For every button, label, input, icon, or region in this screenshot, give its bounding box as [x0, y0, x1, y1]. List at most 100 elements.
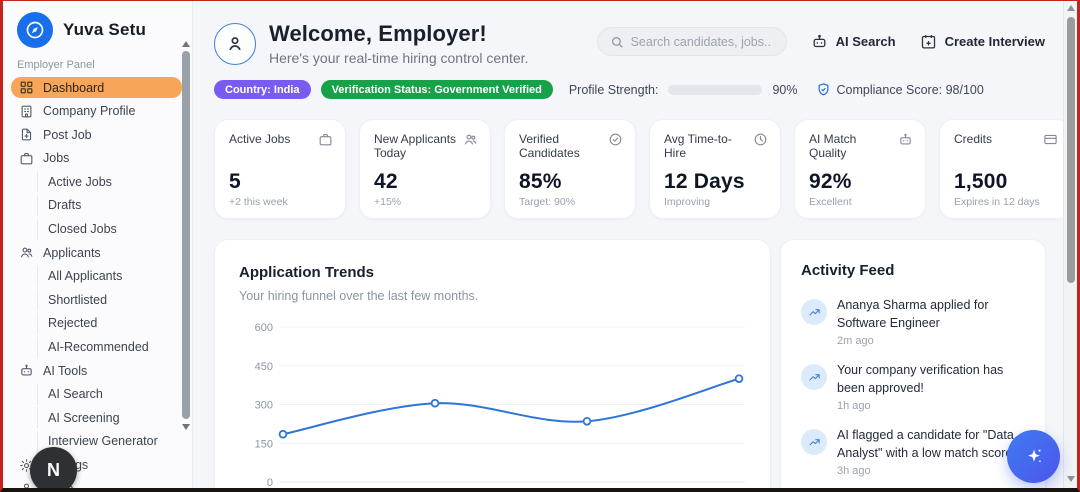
- page-subtitle: Here's your real-time hiring control cen…: [269, 50, 529, 66]
- status-row: Country: India Verification Status: Gove…: [214, 80, 984, 99]
- stat-card[interactable]: Avg Time-to-Hire 12 Days Improving: [649, 119, 781, 219]
- chart-subtitle: Your hiring funnel over the last few mon…: [239, 289, 479, 303]
- brand[interactable]: Yuva Setu: [3, 1, 192, 49]
- sidebar-item-label: Jobs: [43, 151, 70, 166]
- sidebar-item-label: AI Search: [48, 387, 103, 402]
- activity-feed-list: Ananya Sharma applied for Software Engin…: [801, 297, 1025, 488]
- sidebar-item-label: Active Jobs: [48, 174, 112, 189]
- svg-text:300: 300: [255, 400, 273, 412]
- search-icon: [610, 35, 624, 49]
- ai-search-label: AI Search: [835, 34, 896, 49]
- sidebar-item-label: Closed Jobs: [48, 222, 117, 237]
- floating-n-widget[interactable]: N: [30, 447, 77, 488]
- grid-icon: [19, 80, 34, 95]
- sidebar-item-label: All Applicants: [48, 269, 123, 284]
- panel-label: Employer Panel: [17, 59, 95, 71]
- sidebar-item-label: Interview Generator: [48, 434, 158, 449]
- robot-icon: [811, 33, 828, 50]
- sidebar-scroll-thumb[interactable]: [182, 51, 190, 419]
- activity-item[interactable]: AI flagged a candidate for "Data Analyst…: [801, 427, 1025, 477]
- trending-up-icon: [801, 429, 827, 455]
- sparkles-icon: [1023, 446, 1045, 468]
- sidebar-item-ai-tools[interactable]: AI Tools: [11, 360, 182, 381]
- sidebar-item-label: Rejected: [48, 316, 98, 331]
- sidebar-scrollbar[interactable]: [182, 41, 190, 484]
- avatar: [214, 23, 256, 65]
- stat-card[interactable]: Active Jobs 5 +2 this week: [214, 119, 346, 219]
- sidebar-item-label: Shortlisted: [48, 292, 108, 307]
- sidebar-item-ai-search[interactable]: AI Search: [37, 383, 182, 405]
- stat-value: 42: [374, 170, 398, 193]
- page-scroll-thumb[interactable]: [1067, 17, 1075, 283]
- sidebar-item-label: Applicants: [43, 245, 101, 260]
- stat-subtext: Expires in 12 days: [954, 196, 1040, 208]
- app-title: Yuva Setu: [63, 20, 147, 39]
- sidebar-item-company-profile[interactable]: Company Profile: [11, 101, 182, 122]
- line-chart: 600 450 300 150 0: [239, 317, 746, 489]
- scroll-up-icon[interactable]: [182, 41, 190, 47]
- building-icon: [19, 104, 34, 119]
- chart-title: Application Trends: [239, 264, 375, 281]
- sidebar-item-all-applicants[interactable]: All Applicants: [37, 265, 182, 287]
- check-circle-icon: [608, 132, 623, 161]
- sidebar-item-label: AI Tools: [43, 363, 88, 378]
- sidebar-item-ai-screening[interactable]: AI Screening: [37, 407, 182, 429]
- sidebar-item-post-job[interactable]: Post Job: [11, 124, 182, 145]
- profile-strength-label: Profile Strength:: [568, 82, 659, 97]
- calendar-plus-icon: [920, 33, 937, 50]
- sidebar-item-label: AI Screening: [48, 410, 120, 425]
- sidebar-item-active-jobs[interactable]: Active Jobs: [37, 171, 182, 193]
- robot-icon: [19, 363, 34, 378]
- stat-value: 85%: [519, 170, 562, 193]
- create-interview-label: Create Interview: [944, 34, 1045, 49]
- activity-text: Your company verification has been appro…: [837, 363, 1004, 395]
- page-scrollbar[interactable]: [1063, 1, 1077, 488]
- svg-text:150: 150: [255, 438, 273, 450]
- sidebar-item-interview-generator[interactable]: Interview Generator: [37, 430, 182, 452]
- users-icon: [19, 245, 34, 260]
- country-badge: Country: India: [214, 80, 311, 99]
- stat-card[interactable]: Credits 1,500 Expires in 12 days: [939, 119, 1071, 219]
- shield-check-icon: [816, 82, 831, 97]
- sidebar-item-ai-recommended[interactable]: AI-Recommended: [37, 336, 182, 358]
- verification-badge: Verification Status: Government Verified: [320, 80, 553, 99]
- topbar: Welcome, Employer! Here's your real-time…: [214, 21, 1045, 71]
- scroll-down-icon[interactable]: [182, 424, 190, 430]
- main-content: Welcome, Employer! Here's your real-time…: [193, 1, 1071, 489]
- sidebar-item-closed-jobs[interactable]: Closed Jobs: [37, 218, 182, 240]
- search-input[interactable]: [630, 34, 771, 49]
- stat-subtext: Target: 90%: [519, 196, 576, 208]
- sidebar-item-jobs[interactable]: Jobs: [11, 148, 182, 169]
- svg-text:0: 0: [267, 477, 273, 489]
- stat-card[interactable]: AI Match Quality 92% Excellent: [794, 119, 926, 219]
- create-interview-button[interactable]: Create Interview: [920, 33, 1045, 50]
- activity-feed-title: Activity Feed: [801, 262, 895, 279]
- scroll-up-icon[interactable]: [1066, 5, 1075, 11]
- stat-title: Active Jobs: [229, 132, 291, 146]
- stat-value: 1,500: [954, 170, 1008, 193]
- scroll-down-icon[interactable]: [1067, 476, 1075, 482]
- stat-subtext: +15%: [374, 196, 402, 208]
- stat-title: Verified Candidates: [519, 132, 580, 161]
- credit-card-icon: [1043, 132, 1058, 147]
- stat-card[interactable]: New Applicants Today 42 +15%: [359, 119, 491, 219]
- stat-card[interactable]: Verified Candidates 85% Target: 90%: [504, 119, 636, 219]
- activity-item[interactable]: Your company verification has been appro…: [801, 362, 1025, 412]
- search-box[interactable]: [596, 27, 787, 56]
- compass-icon: [17, 12, 53, 48]
- stat-value: 5: [229, 170, 241, 193]
- ai-search-button[interactable]: AI Search: [811, 33, 896, 50]
- sidebar-item-dashboard[interactable]: Dashboard: [11, 77, 182, 98]
- robot-icon: [898, 132, 913, 161]
- stat-title: Credits: [954, 132, 993, 146]
- activity-time: 2m ago: [837, 335, 874, 347]
- sidebar-item-applicants[interactable]: Applicants: [11, 242, 182, 263]
- sidebar-item-shortlisted[interactable]: Shortlisted: [37, 289, 182, 311]
- user-icon: [19, 481, 34, 488]
- sidebar-item-rejected[interactable]: Rejected: [37, 312, 182, 334]
- ai-assistant-fab[interactable]: [1007, 430, 1060, 483]
- sidebar: Yuva Setu Employer Panel Dashboard Compa…: [3, 1, 193, 488]
- svg-text:450: 450: [255, 361, 273, 373]
- sidebar-item-drafts[interactable]: Drafts: [37, 194, 182, 216]
- activity-item[interactable]: Ananya Sharma applied for Software Engin…: [801, 297, 1025, 347]
